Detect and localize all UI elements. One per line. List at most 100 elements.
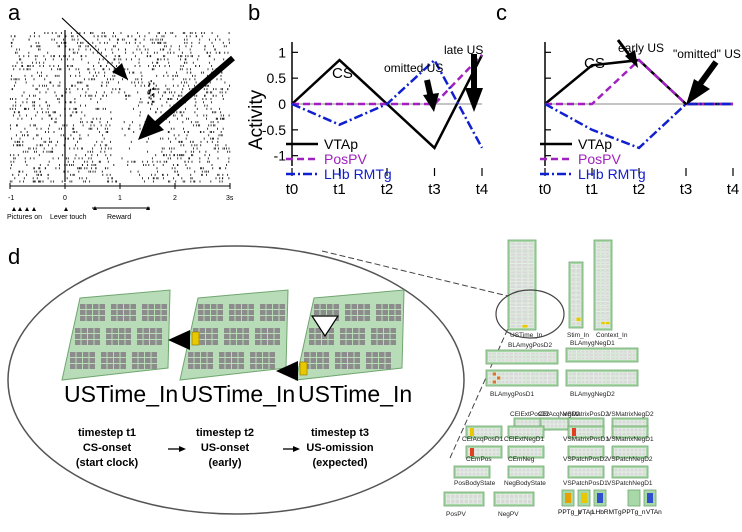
grid-unit (390, 328, 396, 333)
layer-unit (522, 358, 527, 362)
grid-unit (99, 304, 105, 309)
layer-unit (518, 472, 522, 476)
grid-unit (269, 364, 275, 369)
layer-unit (516, 274, 522, 278)
grid-unit (114, 352, 120, 357)
layer-unit (585, 372, 590, 376)
layer-unit (576, 312, 581, 317)
layer-ustime-in: USTime_In (507, 239, 543, 339)
unit-pptg-p: PPTg_p (558, 489, 582, 516)
grid-unit (354, 352, 360, 357)
layer-unit (610, 353, 615, 357)
grid-unit (204, 304, 210, 309)
grid-unit (111, 316, 117, 321)
layer-unit (510, 249, 516, 253)
network-highlight-ellipse (495, 289, 565, 339)
layer-unit (528, 320, 534, 325)
layer-unit (510, 270, 516, 275)
layer-unit (522, 306, 528, 310)
grid-unit (268, 334, 274, 339)
layer-unit (634, 472, 638, 476)
layer-label: Stim_In (567, 332, 589, 339)
step-1-line-3: (start clock) (76, 457, 139, 469)
layer-unit (626, 420, 630, 424)
layer-unit (488, 355, 493, 359)
grid-unit (229, 304, 235, 309)
layer-unit (571, 295, 576, 300)
layer-unit (528, 245, 534, 250)
layer-unit (509, 355, 514, 359)
layer-unit (634, 432, 638, 436)
ustime-grid (295, 289, 405, 381)
thin-arrow (61, 17, 118, 71)
layer-unit (597, 372, 602, 376)
layer-unit (526, 452, 530, 456)
layer-unit (580, 372, 585, 376)
layer-unit (547, 376, 552, 380)
grid-unit (148, 310, 154, 315)
grid-unit (382, 304, 388, 309)
layer-unit (605, 265, 610, 269)
grid-unit (340, 334, 346, 339)
layer-unit (513, 358, 518, 362)
grid-unit (348, 364, 354, 369)
layer-unit (600, 324, 606, 328)
layer-unit (496, 376, 501, 380)
grid-unit (201, 364, 207, 369)
layer-unit (551, 358, 556, 362)
grid-unit (269, 358, 275, 363)
layer-unit (614, 372, 619, 376)
grid-unit (151, 358, 157, 363)
x-tick-label: t3 (428, 181, 441, 198)
grid-unit (88, 334, 94, 339)
layer-unit (605, 261, 610, 266)
grid-unit (117, 310, 123, 315)
layer-unit (492, 432, 496, 436)
grid-unit (273, 310, 279, 315)
layer-unit (619, 376, 624, 380)
layer-unit (514, 452, 518, 456)
layer-unit (528, 317, 534, 321)
grid-unit (279, 304, 285, 309)
grid-unit (117, 304, 123, 309)
event-pictures-on: Pictures on (7, 214, 42, 221)
layer-unit (622, 468, 626, 472)
grid-unit (119, 334, 125, 339)
layer-label: Context_In (596, 332, 628, 339)
zoom-guide-line (321, 250, 509, 297)
layer-unit (600, 321, 606, 325)
grid-unit (248, 316, 254, 321)
layer-unit (590, 452, 594, 456)
layer-unit (510, 432, 514, 436)
grid-unit (194, 352, 200, 357)
grid-unit (310, 364, 316, 369)
grid-unit (237, 328, 243, 333)
layer-unit (610, 356, 615, 360)
layer-unit (527, 499, 532, 504)
layer-unit (562, 420, 566, 424)
grid-unit (93, 316, 99, 321)
layer-unit (605, 291, 610, 295)
unit-label: PPTg_n (622, 509, 646, 516)
layer-unit (516, 292, 522, 296)
layer-unit (622, 420, 626, 424)
layer-unit (571, 286, 576, 291)
unit-value (581, 493, 587, 503)
layer-unit (509, 358, 514, 362)
grid-unit (150, 340, 156, 345)
layer-unit (600, 281, 606, 285)
layer-unit (618, 472, 622, 476)
layer-unit (576, 286, 581, 291)
layer-unit (496, 352, 501, 356)
layer-unit (488, 352, 493, 356)
layer-bla-neg-d2: BLAmygNegD2 (565, 369, 639, 398)
layer-unit (614, 380, 619, 384)
grid-unit (304, 352, 310, 357)
layer-unit (530, 432, 534, 436)
layer-unit (596, 278, 601, 282)
layer-unit (500, 376, 505, 380)
step-3-line-2: US-omission (306, 442, 374, 454)
layer-unit (522, 274, 528, 278)
layer-unit (526, 358, 531, 362)
layer-unit (626, 472, 630, 476)
